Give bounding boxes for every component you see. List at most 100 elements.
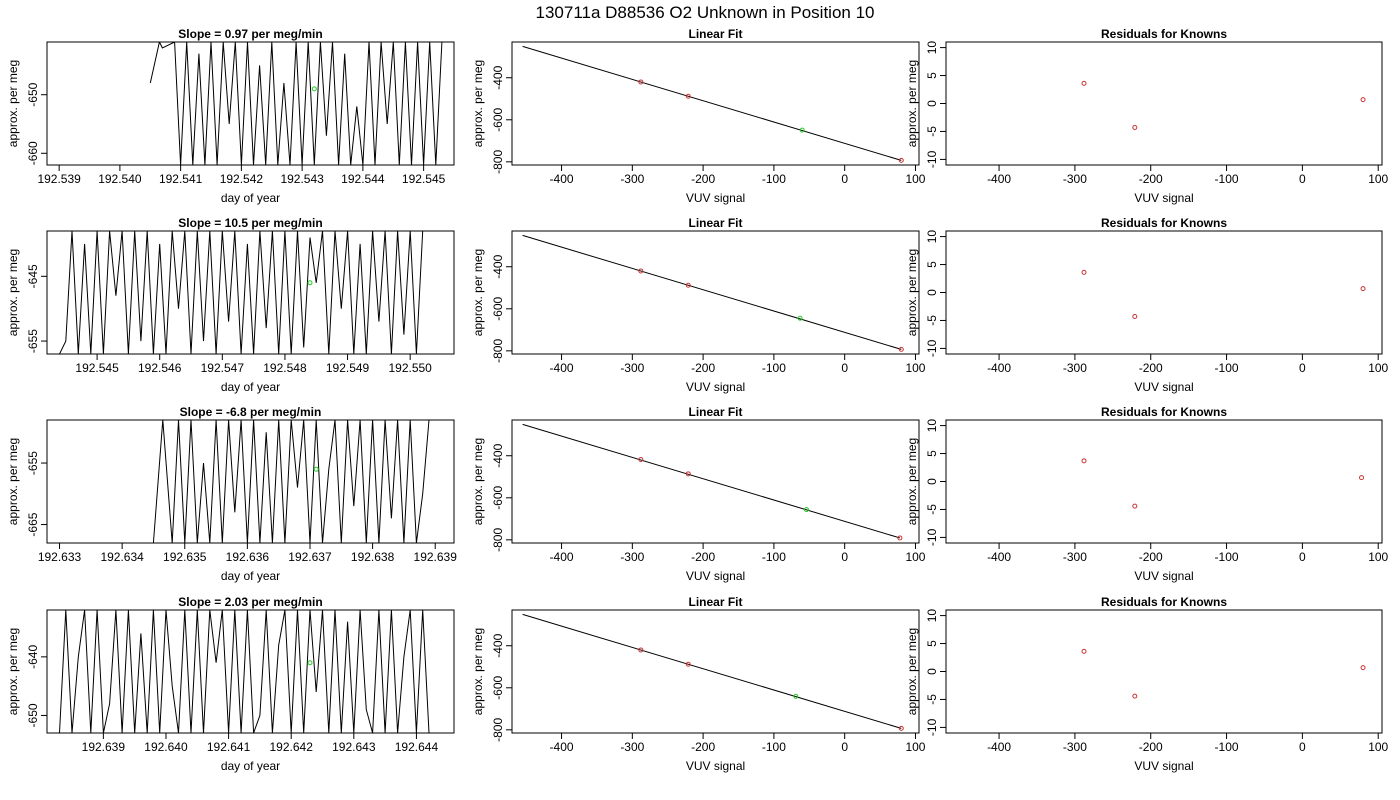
- y-tick-label: -5: [925, 126, 939, 137]
- x-axis-label: VUV signal: [1134, 759, 1193, 773]
- x-tick-label: 0: [1299, 361, 1306, 375]
- x-tick-label: -300: [1063, 361, 1087, 375]
- y-tick-label: 0: [925, 289, 939, 296]
- x-tick-label: 192.642: [270, 740, 314, 754]
- y-axis-label: approx. per meg: [905, 249, 919, 336]
- plot-marks: [59, 610, 430, 733]
- y-tick-label: -400: [491, 65, 505, 89]
- x-tick-label: -400: [550, 361, 574, 375]
- y-tick-label: 10: [925, 419, 939, 433]
- y-tick-label: -10: [925, 150, 939, 168]
- fit-line: [522, 423, 901, 539]
- y-tick-label: 5: [925, 72, 939, 79]
- y-axis-label: approx. per meg: [6, 60, 20, 147]
- plot-frame: [46, 230, 455, 355]
- panel-title: Residuals for Knowns: [1101, 216, 1227, 230]
- x-tick-label: 192.539: [37, 172, 81, 186]
- plot-frame: [511, 230, 920, 355]
- x-tick-label: 192.549: [326, 361, 370, 375]
- x-tick-label: 192.637: [288, 550, 332, 564]
- y-tick-label: -660: [26, 141, 40, 165]
- y-tick-label: -600: [491, 675, 505, 699]
- x-tick-label: -100: [1215, 361, 1239, 375]
- y-tick-label: 10: [925, 230, 939, 244]
- x-tick-label: 192.639: [414, 550, 458, 564]
- x-tick-label: 0: [1299, 550, 1306, 564]
- signal-trace: [149, 42, 443, 165]
- plot-frame: [945, 419, 1383, 544]
- unknown-point: [797, 315, 803, 321]
- residual-point: [1081, 458, 1087, 464]
- x-axis-label: day of year: [221, 759, 280, 773]
- panel-linear-fit-row-4: Linear Fit VUV signal approx. per meg -400 -…: [471, 595, 926, 773]
- y-axis-label: approx. per meg: [905, 438, 919, 525]
- x-tick-label: -200: [1139, 172, 1163, 186]
- x-tick-label: -400: [987, 172, 1011, 186]
- residual-point: [1360, 665, 1366, 671]
- residual-point: [1359, 475, 1365, 481]
- y-tick-label: 5: [925, 640, 939, 647]
- x-tick-label: -100: [1215, 740, 1239, 754]
- x-tick-label: 0: [1299, 172, 1306, 186]
- x-axis-label: VUV signal: [686, 569, 745, 583]
- plot-marks: [149, 42, 443, 165]
- y-tick-label: -800: [491, 528, 505, 552]
- x-tick-label: -300: [620, 361, 644, 375]
- x-tick-label: 0: [841, 361, 848, 375]
- plot-marks: [522, 423, 903, 541]
- plot-frame: [511, 419, 920, 544]
- panel-title: Residuals for Knowns: [1101, 595, 1227, 609]
- x-tick-label: -200: [691, 361, 715, 375]
- plot-frame: [46, 609, 455, 734]
- signal-trace: [152, 420, 430, 543]
- panel-linear-fit-row-3: Linear Fit VUV signal approx. per meg -400 -…: [471, 405, 926, 583]
- x-tick-label: -400: [550, 172, 574, 186]
- figure-title: 130711a D88536 O2 Unknown in Position 10: [536, 3, 875, 22]
- residual-point: [1132, 693, 1138, 699]
- x-tick-label: 192.545: [75, 361, 119, 375]
- x-tick-label: -200: [691, 740, 715, 754]
- signal-trace: [59, 231, 424, 354]
- residual-point: [1081, 80, 1087, 86]
- x-axis-label: VUV signal: [1134, 569, 1193, 583]
- panel-title: Residuals for Knowns: [1101, 27, 1227, 41]
- known-point: [898, 157, 904, 163]
- x-tick-label: -400: [987, 740, 1011, 754]
- x-axis-label: VUV signal: [686, 191, 745, 205]
- x-tick-label: -100: [1215, 550, 1239, 564]
- x-tick-label: 192.544: [341, 172, 385, 186]
- y-tick-label: -665: [26, 512, 40, 536]
- plot-frame: [511, 41, 920, 166]
- panel-title: Linear Fit: [688, 405, 742, 419]
- known-point: [685, 282, 691, 288]
- y-tick-label: -800: [491, 339, 505, 363]
- x-axis-label: VUV signal: [1134, 191, 1193, 205]
- x-tick-label: 192.548: [263, 361, 307, 375]
- plot-frame: [511, 609, 920, 734]
- residual-point: [1081, 269, 1087, 275]
- y-tick-label: -600: [491, 485, 505, 509]
- x-tick-label: -300: [1063, 172, 1087, 186]
- y-axis-label: approx. per meg: [6, 249, 20, 336]
- residual-point: [1132, 503, 1138, 509]
- x-tick-label: -400: [987, 361, 1011, 375]
- plot-frame: [945, 41, 1383, 166]
- plot-frame: [945, 609, 1383, 734]
- y-tick-label: -800: [491, 718, 505, 742]
- known-point: [897, 535, 903, 541]
- x-tick-label: 192.639: [82, 740, 126, 754]
- x-tick-label: 100: [905, 361, 925, 375]
- panel-grid: Slope = 0.97 per meg/min day of year appro…: [6, 27, 1389, 773]
- panel-time-series-row-1: Slope = 0.97 per meg/min day of year appro…: [6, 27, 455, 205]
- y-tick-label: -655: [26, 329, 40, 353]
- plot-marks: [1081, 458, 1365, 509]
- residual-point: [1360, 97, 1366, 103]
- known-point: [685, 93, 691, 99]
- x-tick-label: 192.643: [332, 740, 376, 754]
- y-tick-label: -400: [491, 633, 505, 657]
- plot-marks: [522, 613, 904, 731]
- unknown-point: [799, 127, 805, 133]
- y-tick-label: -5: [925, 694, 939, 705]
- y-tick-label: 0: [925, 100, 939, 107]
